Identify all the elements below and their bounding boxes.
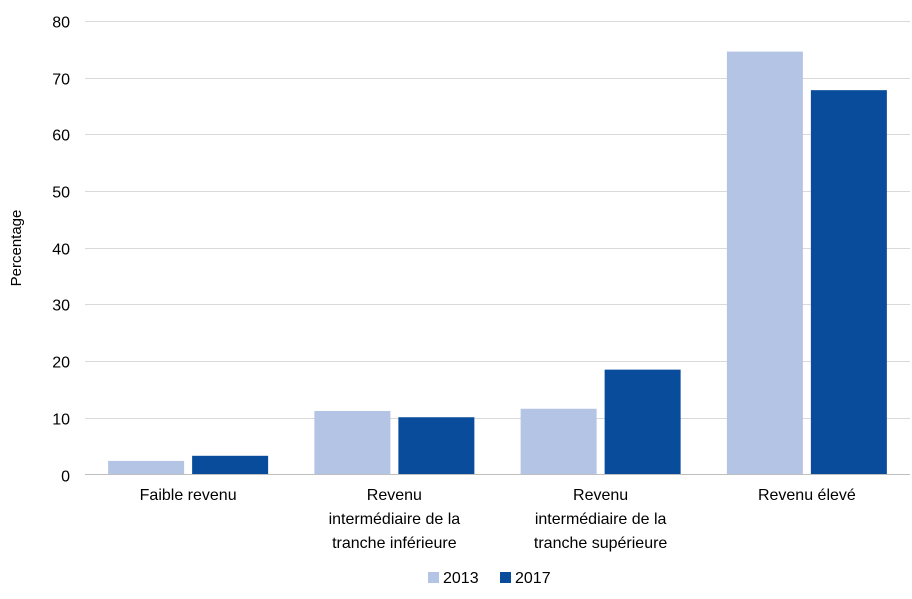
- bar-2013-3: [520, 408, 597, 475]
- x-category-label-line: intermédiaire de la: [329, 511, 461, 528]
- legend-swatch-2017: [500, 572, 511, 583]
- bar-2013-2: [314, 411, 391, 475]
- gridlines: [85, 21, 910, 419]
- y-tick-label: 20: [52, 355, 70, 372]
- x-category-label-line: Revenu: [573, 487, 628, 504]
- bar-2013-1: [108, 460, 185, 475]
- y-axis-ticks: 0 10 20 30 40 50 60 70 80: [52, 15, 70, 486]
- bar-2017-1: [192, 455, 269, 475]
- y-tick-label: 40: [52, 242, 70, 259]
- x-category-label-line: tranche inférieure: [332, 535, 457, 552]
- x-category-label-line: tranche supérieure: [534, 535, 668, 552]
- legend-label: 2013: [443, 570, 479, 587]
- x-category-label-line: Faible revenu: [140, 487, 237, 504]
- legend: 2013 2017: [428, 570, 551, 587]
- bar-2017-4: [810, 90, 887, 475]
- y-tick-label: 0: [61, 469, 70, 486]
- y-tick-label: 60: [52, 128, 70, 145]
- y-tick-label: 50: [52, 185, 70, 202]
- y-tick-label: 80: [52, 15, 70, 32]
- y-axis-label: Percentage: [8, 210, 25, 287]
- x-axis-categories: Faible revenu Revenu intermédiaire de la tr…: [140, 487, 856, 552]
- x-category-label-line: Revenu: [367, 487, 422, 504]
- bar-2017-3: [604, 369, 681, 475]
- x-category-label: Revenu intermédiaire de la tranche inférie…: [329, 487, 461, 552]
- legend-swatch-2013: [428, 572, 439, 583]
- x-category-label-line: Revenu élevé: [758, 487, 856, 504]
- x-category-label: Revenu intermédiaire de la tranche supérie…: [534, 487, 668, 552]
- bar-2017-2: [398, 417, 475, 475]
- y-tick-label: 30: [52, 298, 70, 315]
- bars: [108, 51, 887, 475]
- bar-2013-4: [726, 51, 803, 475]
- x-category-label: Faible revenu: [140, 487, 237, 504]
- y-tick-label: 70: [52, 72, 70, 89]
- x-category-label-line: intermédiaire de la: [535, 511, 667, 528]
- x-category-label: Revenu élevé: [758, 487, 856, 504]
- y-tick-label: 10: [52, 412, 70, 429]
- legend-label: 2017: [515, 570, 551, 587]
